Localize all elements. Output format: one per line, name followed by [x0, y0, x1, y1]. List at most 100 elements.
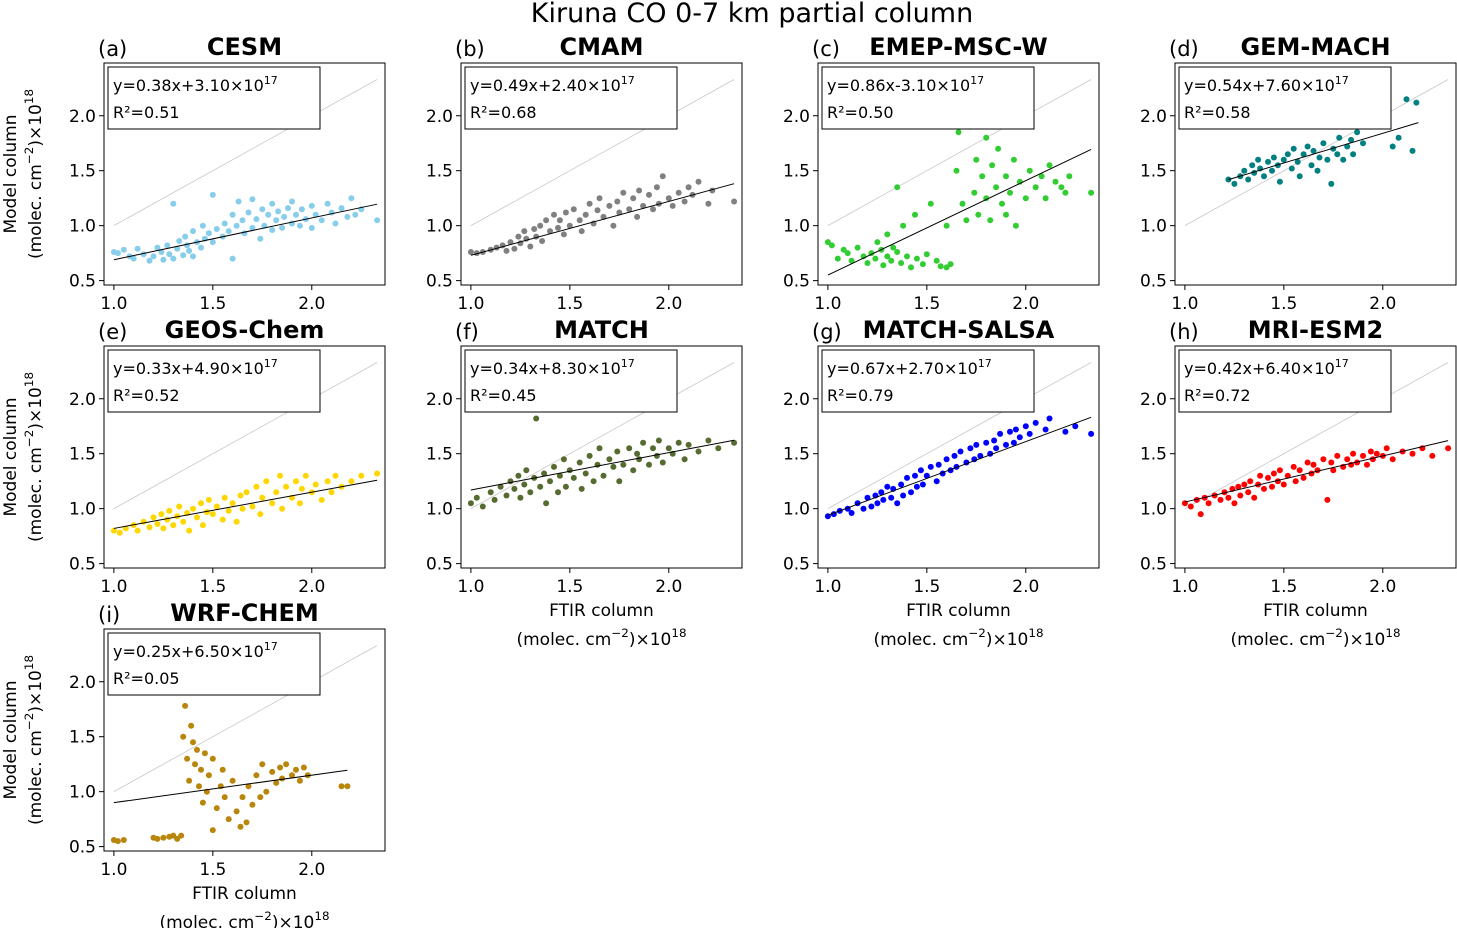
y-axis-unit-times: )×10 — [26, 104, 46, 147]
axes-frame — [460, 62, 743, 286]
data-point — [308, 224, 315, 231]
data-point — [1269, 167, 1275, 174]
data-point — [1237, 492, 1244, 499]
data-point — [1292, 478, 1299, 485]
y-tick-label: 1.0 — [783, 217, 810, 237]
data-point — [1354, 129, 1361, 136]
data-point — [556, 217, 563, 224]
y-axis-unit-base: (molec. cm — [26, 164, 46, 259]
data-point — [1072, 423, 1079, 430]
data-point — [834, 255, 841, 262]
data-point — [205, 496, 212, 503]
x-axis-unit-exp1: −2 — [254, 909, 272, 923]
data-point — [650, 445, 656, 452]
equation-box-frame — [464, 66, 678, 130]
data-point — [1062, 428, 1069, 435]
data-point — [209, 191, 216, 198]
x-tick-label: 1.0 — [814, 294, 841, 314]
y-tick-label: 1.5 — [69, 162, 96, 182]
data-point — [1007, 428, 1013, 435]
data-point — [971, 189, 978, 196]
data-point — [507, 239, 514, 246]
data-point — [993, 445, 1000, 452]
data-point — [1265, 474, 1271, 481]
x-axis-unit-exp1: −2 — [968, 626, 986, 640]
data-point — [318, 217, 325, 224]
scatter-points — [467, 415, 738, 510]
y-axis-label: Model column — [1, 680, 21, 799]
data-point — [616, 209, 623, 216]
y-tick-label: 1.0 — [69, 500, 96, 520]
data-point — [1010, 439, 1017, 446]
data-point — [479, 503, 486, 510]
data-point — [324, 200, 331, 207]
data-point — [894, 500, 901, 507]
data-point — [884, 483, 891, 490]
x-tick-label: 1.0 — [100, 577, 127, 597]
data-point — [1007, 189, 1013, 196]
data-point — [586, 200, 593, 207]
panel-match-salsa: 1.0 1.5 2.00.51.01.52.0y=0.67x+2.70×1017R²… — [783, 316, 1100, 650]
data-point — [634, 450, 641, 457]
y-tick-label: 2.0 — [69, 107, 96, 127]
y-tick-label: 0.5 — [426, 272, 453, 292]
data-point — [1296, 467, 1303, 474]
equation-box: y=0.67x+2.70×1017 R²=0.79 — [821, 349, 1035, 413]
data-point — [917, 467, 924, 474]
data-point — [898, 481, 905, 488]
r2-text: R²=0.52 — [113, 386, 180, 405]
data-point — [848, 257, 855, 264]
equation-base: y=0.33x+4.90×10 — [113, 359, 264, 378]
data-point — [116, 529, 123, 536]
data-point — [467, 249, 474, 255]
data-point — [1217, 496, 1224, 503]
data-point — [989, 162, 996, 169]
data-point — [279, 505, 286, 512]
data-point — [358, 472, 365, 479]
y-tick-label: 1.5 — [69, 445, 96, 465]
data-point — [1324, 496, 1331, 503]
x-axis-unit: (molec. cm−2)×1018 — [159, 909, 329, 928]
data-point — [715, 445, 722, 452]
data-point — [521, 228, 528, 235]
data-point — [551, 211, 557, 218]
data-point — [848, 510, 855, 516]
data-point — [1304, 459, 1311, 466]
data-point — [198, 500, 204, 507]
data-point — [937, 263, 944, 270]
equation-exponent: 17 — [264, 357, 278, 370]
data-point — [134, 527, 141, 534]
data-point — [273, 779, 280, 786]
data-point — [257, 794, 264, 801]
data-point — [1290, 463, 1297, 470]
data-point — [1276, 178, 1283, 185]
r2-text: R²=0.68 — [470, 103, 537, 122]
data-point — [1012, 426, 1019, 433]
x-axis-unit: (molec. cm−2)×1018 — [516, 626, 686, 650]
data-point — [209, 827, 216, 834]
equation-text: y=0.42x+6.40×1017 — [1184, 357, 1349, 378]
data-point — [527, 243, 534, 250]
data-point — [186, 777, 193, 784]
y-axis-unit: (molec. cm−2)×1018 — [22, 372, 46, 542]
x-axis-unit: (molec. cm−2)×1018 — [1230, 626, 1400, 650]
data-point — [953, 167, 960, 174]
data-point — [1088, 189, 1095, 196]
data-point — [154, 244, 161, 251]
equation-box-frame — [821, 349, 1035, 413]
data-point — [174, 513, 181, 520]
data-point — [517, 494, 524, 501]
data-point — [675, 189, 682, 196]
data-point — [1066, 173, 1073, 180]
data-point — [578, 485, 585, 492]
data-point — [213, 503, 220, 510]
equation-base: y=0.49x+2.40×10 — [470, 76, 621, 95]
data-point — [616, 478, 623, 485]
x-axis-unit-times: )×10 — [986, 630, 1029, 650]
data-point — [1445, 445, 1452, 452]
data-point — [640, 202, 647, 209]
data-point — [927, 463, 934, 470]
y-tick-label: 0.5 — [69, 555, 96, 575]
x-tick-label: 2.0 — [1012, 294, 1039, 314]
